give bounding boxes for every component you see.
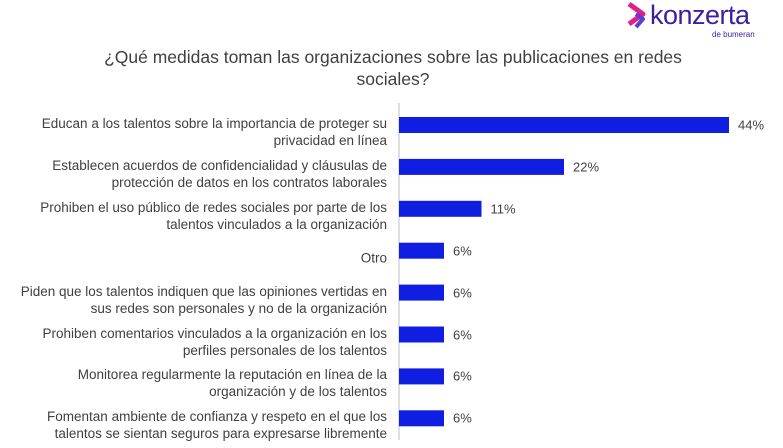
bar <box>399 368 444 385</box>
bar <box>399 117 729 133</box>
category-label: Educan a los talentos sobre la importanc… <box>41 116 387 148</box>
logo-icon <box>627 1 646 29</box>
logo-name: konzerta <box>650 0 750 30</box>
value-label: 6% <box>453 285 472 301</box>
chart-title: ¿Qué medidas toman las organizaciones so… <box>104 47 682 89</box>
value-label: 44% <box>738 117 765 133</box>
value-label: 6% <box>453 243 472 259</box>
value-label: 22% <box>573 159 600 175</box>
bar <box>399 200 482 217</box>
value-label: 6% <box>453 410 472 426</box>
category-label: Prohiben comentarios vinculados a la org… <box>42 325 387 358</box>
value-label: 6% <box>453 327 472 342</box>
bar <box>399 158 564 175</box>
category-label: Fomentan ambiente de confianza y respeto… <box>47 409 387 442</box>
category-label: Otro <box>360 250 387 266</box>
value-label: 11% <box>490 201 516 217</box>
bar <box>399 410 444 427</box>
category-label: Monitorea regularmente la reputación en … <box>77 367 387 400</box>
bar <box>399 326 444 343</box>
category-label: Establecen acuerdos de confidencialidad … <box>52 157 387 190</box>
category-label: Prohiben el uso público de redes sociale… <box>40 199 387 232</box>
category-label: Piden que los talentos indiquen que las … <box>20 283 387 316</box>
bar <box>399 284 444 301</box>
logo-tagline: de bumeran <box>712 30 755 39</box>
bar <box>399 242 444 259</box>
value-label: 6% <box>453 368 472 384</box>
